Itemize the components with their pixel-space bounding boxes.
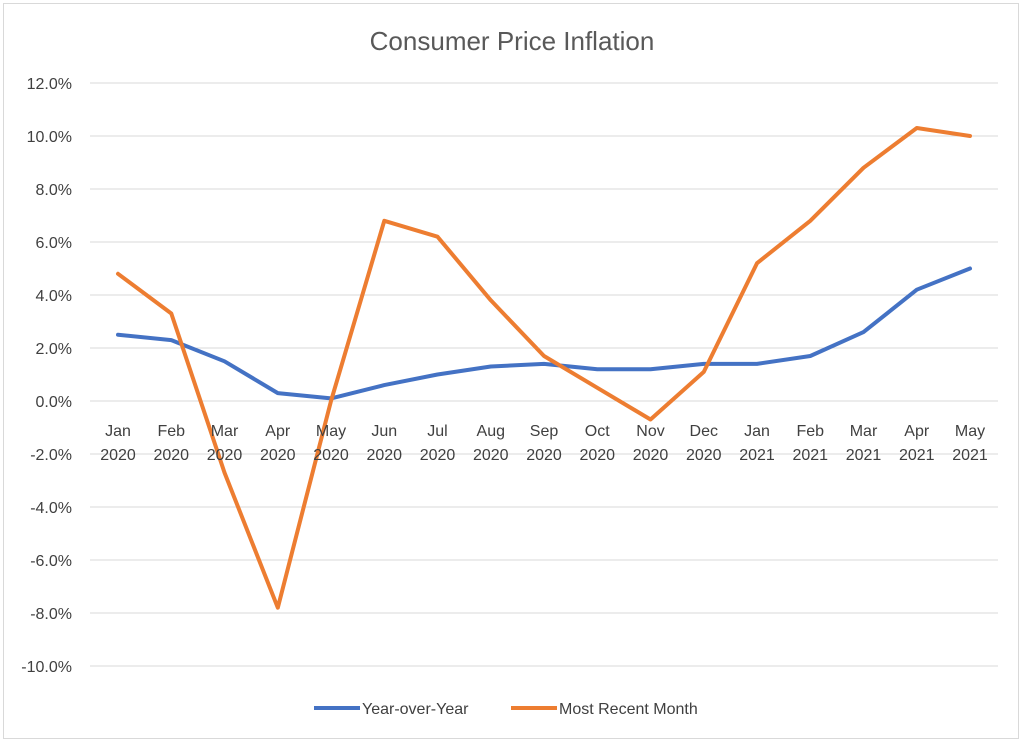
x-tick-year: 2020: [100, 447, 136, 464]
x-tick-year: 2020: [633, 447, 669, 464]
y-tick-label: 12.0%: [27, 76, 72, 93]
y-tick-label: -6.0%: [30, 553, 72, 570]
y-tick-label: -4.0%: [30, 500, 72, 517]
y-tick-label: 4.0%: [36, 288, 72, 305]
legend-label: Year-over-Year: [362, 701, 469, 718]
y-tick-label: -10.0%: [21, 659, 72, 676]
legend: Year-over-Year Most Recent Month: [314, 701, 698, 718]
series-line-most-recent-month: [116, 126, 972, 610]
x-tick-month: Jun: [371, 423, 397, 440]
y-tick-label: 6.0%: [36, 235, 72, 252]
x-tick-year: 2021: [899, 447, 935, 464]
x-tick-month: Sep: [530, 423, 559, 440]
x-tick-month: Jan: [744, 423, 770, 440]
x-tick-year: 2020: [420, 447, 456, 464]
y-tick-label: -2.0%: [30, 447, 72, 464]
x-tick-month: Jul: [427, 423, 447, 440]
x-tick-year: 2021: [792, 447, 828, 464]
x-tick-year: 2020: [260, 447, 296, 464]
x-axis-ticks: Jan 2020 Feb 2020 Mar 2020 Apr 2020 May 2020 Jun 20…: [100, 423, 988, 464]
x-tick-year: 2020: [473, 447, 509, 464]
x-tick-month: Jan: [105, 423, 131, 440]
y-tick-label: 8.0%: [36, 182, 72, 199]
x-tick-year: 2020: [366, 447, 402, 464]
x-tick-year: 2020: [207, 447, 243, 464]
series-lines: [116, 126, 972, 610]
legend-label: Most Recent Month: [559, 701, 698, 718]
x-tick-month: Oct: [585, 423, 610, 440]
x-tick-year: 2021: [846, 447, 882, 464]
x-tick-year: 2021: [952, 447, 988, 464]
x-tick-month: Mar: [211, 423, 239, 440]
y-tick-label: 0.0%: [36, 394, 72, 411]
x-tick-month: Feb: [157, 423, 185, 440]
line-chart: Consumer Price Inflation 12.0% 10.0% 8.0% 6…: [21, 26, 998, 718]
series-line-year-over-year: [116, 266, 972, 401]
gridlines: [90, 82, 998, 667]
x-tick-year: 2021: [739, 447, 775, 464]
x-tick-year: 2020: [579, 447, 615, 464]
x-tick-month: Apr: [265, 423, 291, 440]
chart-container: Consumer Price Inflation 12.0% 10.0% 8.0% 6…: [3, 3, 1019, 739]
x-tick-month: Mar: [850, 423, 878, 440]
y-tick-label: -8.0%: [30, 606, 72, 623]
x-tick-year: 2020: [526, 447, 562, 464]
x-tick-month: Feb: [796, 423, 824, 440]
x-tick-month: Apr: [904, 423, 930, 440]
x-tick-month: May: [955, 423, 985, 440]
y-tick-label: 2.0%: [36, 341, 72, 358]
y-tick-label: 10.0%: [27, 129, 72, 146]
x-tick-month: May: [316, 423, 346, 440]
y-axis-ticks: 12.0% 10.0% 8.0% 6.0% 4.0% 2.0% 0.0% -2.0% -4.0%…: [21, 76, 72, 676]
x-tick-month: Nov: [636, 423, 664, 440]
x-tick-year: 2020: [686, 447, 722, 464]
x-tick-month: Dec: [690, 423, 718, 440]
x-tick-month: Aug: [477, 423, 505, 440]
x-tick-year: 2020: [313, 447, 349, 464]
chart-title: Consumer Price Inflation: [370, 26, 655, 56]
x-tick-year: 2020: [153, 447, 189, 464]
